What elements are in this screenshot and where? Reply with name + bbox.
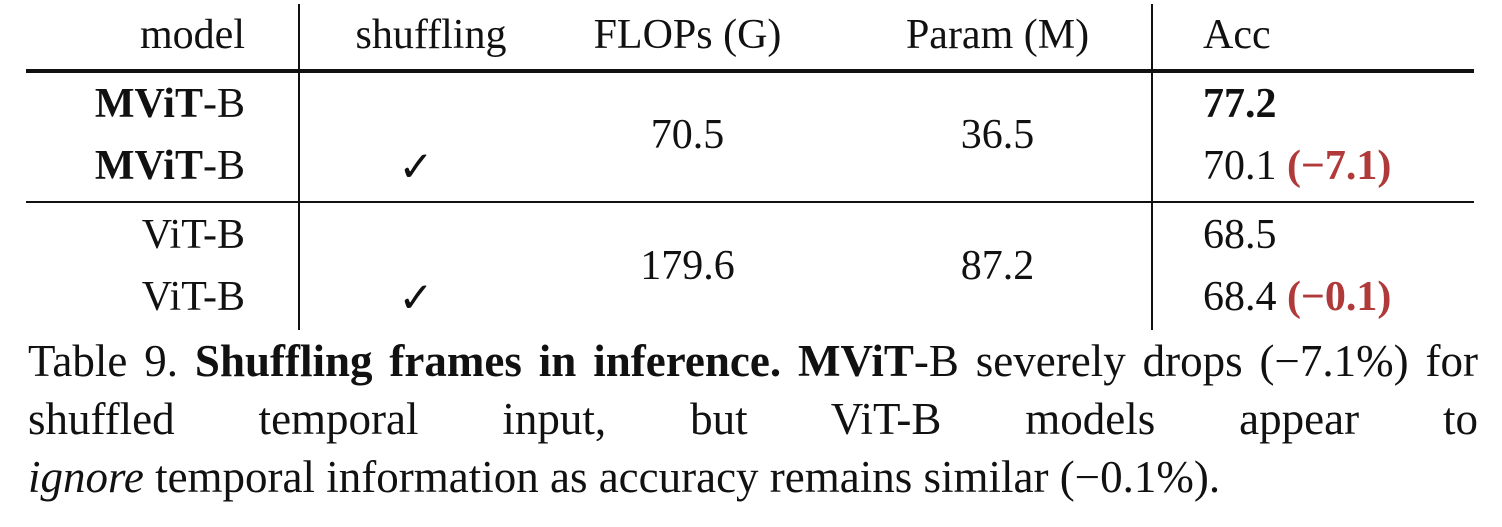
column-divider-left — [298, 4, 300, 330]
header-flops: FLOPs (G) — [593, 12, 782, 58]
model-name-bold: MViT — [94, 81, 203, 127]
caption-text-1: -B severely drops (−7.1%) for shuffled t… — [28, 336, 1479, 444]
flops-value: 70.5 — [650, 112, 725, 158]
header-shuffling: shuffling — [355, 12, 507, 58]
shuffling-check-mark: ✓ — [398, 145, 434, 191]
group-rule — [26, 201, 1474, 203]
acc-cell: 70.1 (−7.1) — [1203, 145, 1391, 187]
flops-value: 179.6 — [640, 243, 735, 289]
header-param: Param (M) — [905, 12, 1090, 58]
acc-value: 68.5 — [1203, 212, 1277, 258]
model-name-suffix: -B — [203, 143, 245, 189]
model-name-suffix: -B — [203, 81, 245, 127]
caption-text-2: temporal information as accuracy remains… — [155, 452, 1221, 502]
acc-value: 68.4 — [1203, 274, 1277, 320]
model-name-bold: MViT — [94, 143, 203, 189]
param-value: 87.2 — [960, 243, 1035, 289]
shuffling-check-mark: ✓ — [398, 276, 434, 322]
table-row-model: MViT-B — [40, 83, 245, 125]
header-model: model — [140, 12, 245, 58]
table-row-model: ViT-B — [141, 212, 245, 258]
results-table: model shuffling FLOPs (G) Param (M) Acc … — [26, 4, 1474, 330]
acc-delta: (−0.1) — [1287, 274, 1392, 320]
acc-delta: (−7.1) — [1287, 143, 1392, 189]
acc-value: 77.2 — [1203, 81, 1277, 127]
caption-model-bold: MViT — [798, 336, 914, 386]
acc-value: 70.1 — [1203, 143, 1277, 189]
caption-label: Table 9. — [28, 336, 178, 386]
column-divider-right — [1151, 4, 1153, 330]
header-acc: Acc — [1203, 12, 1271, 58]
header-rule — [26, 69, 1474, 73]
param-value: 36.5 — [960, 112, 1035, 158]
acc-cell: 68.4 (−0.1) — [1203, 276, 1391, 318]
table-row-model: ViT-B — [141, 274, 245, 320]
caption-title: Shuffling frames in inference. — [194, 336, 782, 386]
table-row-model: MViT-B — [40, 145, 245, 187]
table-caption: Table 9. Shuffling frames in inference. … — [28, 332, 1478, 506]
caption-emphasis: ignore — [28, 452, 144, 502]
